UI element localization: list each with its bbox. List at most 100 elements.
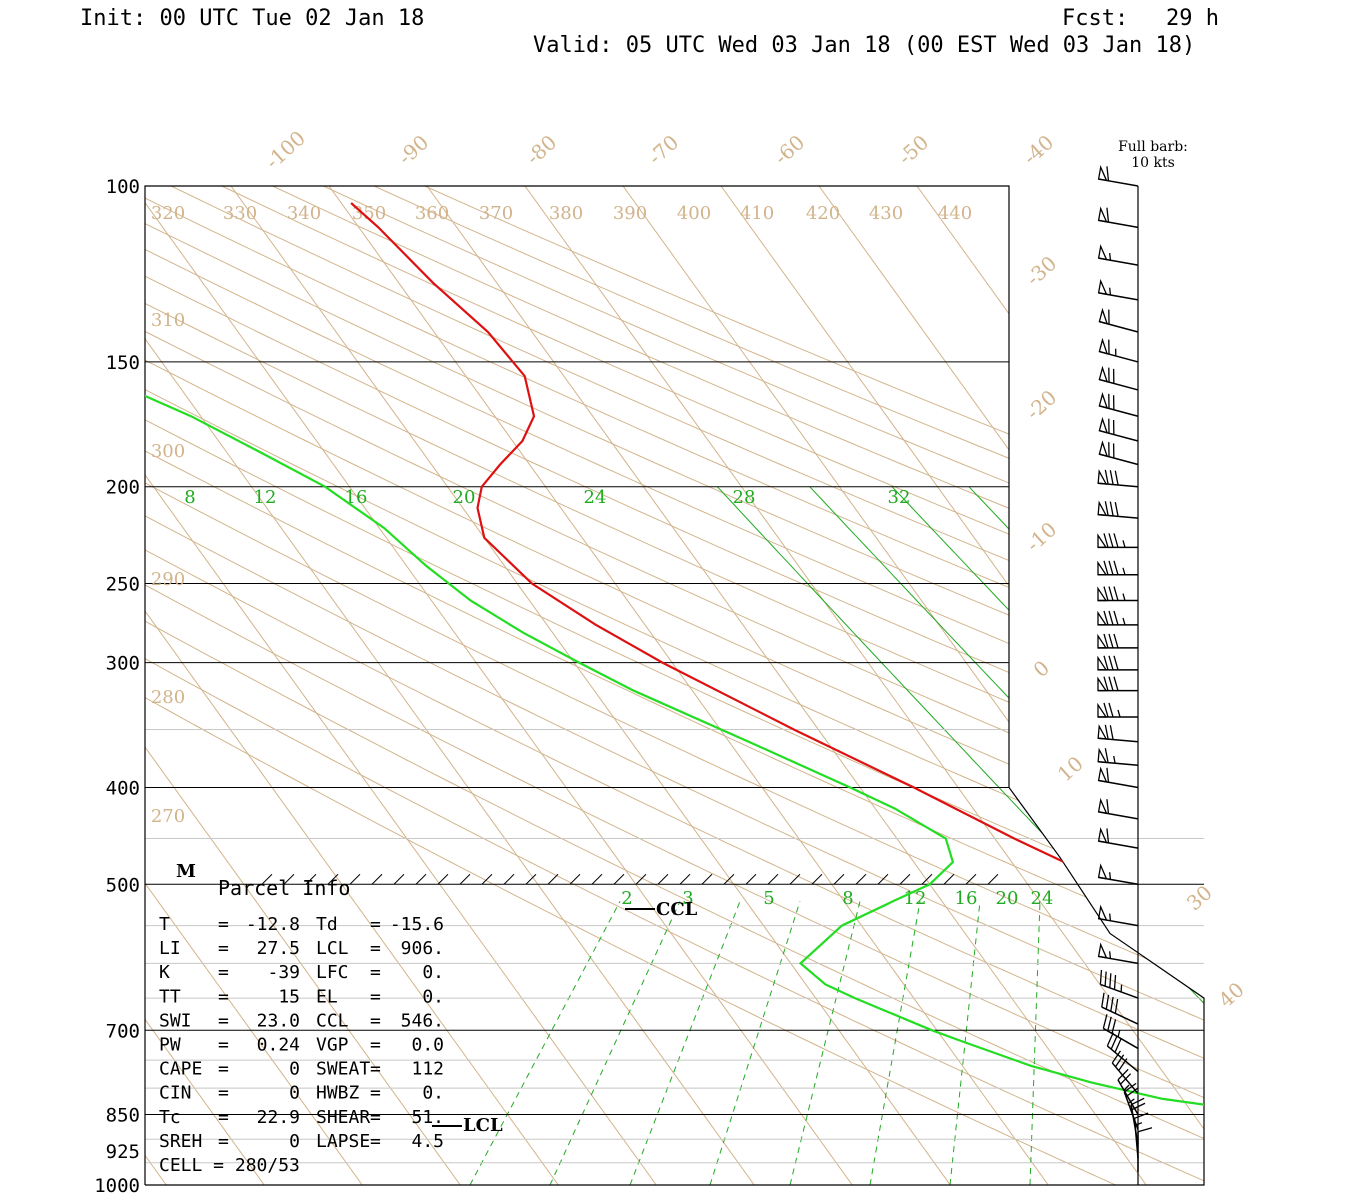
- hatch-mark: [349, 873, 361, 885]
- ccl-marker: CCL: [625, 899, 698, 920]
- pressure-tick-label: 700: [106, 1020, 140, 1042]
- hatch-mark: [635, 873, 647, 885]
- hatch-mark: [437, 873, 449, 885]
- hatch-mark: [459, 873, 471, 885]
- wind-barb: [1097, 533, 1138, 549]
- parcel-info-row: PW = 0.24 VGP = 0.0: [159, 1035, 444, 1056]
- mixing-ratio-label: 16: [955, 888, 978, 909]
- parcel-param-value: -15.6: [390, 914, 444, 935]
- hatch-mark: [261, 873, 273, 885]
- hatch-mark: [745, 873, 757, 885]
- parcel-equals: =: [370, 1107, 381, 1128]
- mixing-ratio-label: 2: [621, 888, 632, 909]
- isotherm-line: [1309, 186, 1350, 1185]
- pressure-tick-label: 500: [106, 874, 140, 896]
- parcel-param-value: 15: [278, 986, 300, 1007]
- isotherm-line: [0, 186, 68, 1185]
- wind-barb: [1097, 633, 1138, 649]
- parcel-param-name: Tc: [159, 1107, 181, 1128]
- mixing-ratio-label: 8: [842, 888, 853, 909]
- isotherm-line: [426, 186, 1147, 1185]
- isotherm-line: [524, 186, 1204, 1185]
- isotherm-label: -70: [643, 130, 683, 169]
- theta-label: 380: [549, 203, 583, 224]
- hatch-mark: [877, 873, 889, 885]
- parcel-param-value: -39: [267, 962, 300, 983]
- wind-barb: [1097, 244, 1139, 266]
- wind-barb: [1097, 586, 1138, 602]
- dry-adiabat-line: [145, 186, 1204, 1185]
- wind-barb: [1097, 747, 1139, 766]
- hatch-mark: [393, 873, 405, 885]
- hatch-mark: [547, 873, 559, 885]
- hatch-mark: [503, 873, 515, 885]
- hatch-mark: [657, 873, 669, 885]
- mixing-ratio-label: 3: [682, 888, 693, 909]
- parcel-param-value: 51.: [411, 1107, 444, 1128]
- dry-adiabat-line: [145, 186, 1204, 1185]
- mixing-ratio-line: [1041, 486, 1204, 1185]
- wind-barb: [1097, 724, 1139, 743]
- parcel-param-name: CIN: [159, 1083, 192, 1104]
- isotherm-label: 0: [1029, 656, 1055, 682]
- background-lines: [0, 186, 1350, 1185]
- wind-barb: [1098, 337, 1139, 363]
- parcel-param-name: SHEAR: [316, 1107, 370, 1128]
- wind-barb: [1098, 440, 1139, 466]
- pressure-tick-label: 850: [106, 1104, 140, 1126]
- parcel-param-name: LAPSE: [316, 1131, 370, 1152]
- theta-label: 280: [151, 687, 185, 708]
- isotherm-line: [916, 186, 1204, 1185]
- parcel-param-name: SWEAT: [316, 1059, 370, 1080]
- parcel-info-row: K = -39 LFC = 0.: [159, 962, 444, 983]
- theta-label: 420: [806, 203, 840, 224]
- parcel-equals: =: [218, 1059, 229, 1080]
- theta-label: 300: [151, 441, 185, 462]
- parcel-param-value: -12.8: [246, 914, 300, 935]
- parcel-param-name: TT: [159, 986, 181, 1007]
- forecast-label: Fcst:: [1062, 6, 1128, 31]
- valid-time: Valid: 05 UTC Wed 03 Jan 18 (00 EST Wed …: [533, 33, 1195, 58]
- isotherm-line: [145, 186, 167, 1185]
- parcel-param-value: 112: [411, 1059, 444, 1080]
- wind-barb: [1098, 307, 1139, 333]
- dry-adiabat-line: [424, 186, 1204, 1185]
- hatch-mark: [415, 873, 427, 885]
- mixing-ratio-line: [1180, 486, 1204, 1185]
- mixing-ratio-label: 24: [1031, 888, 1054, 909]
- mixing-ratio-label: 12: [254, 487, 277, 508]
- parcel-info-title: Parcel Info: [218, 876, 350, 900]
- dry-adiabat-line: [145, 186, 1163, 1185]
- theta-label: 350: [352, 203, 386, 224]
- parcel-equals: =: [218, 1010, 229, 1031]
- hatch-mark: [371, 873, 383, 885]
- hatch-mark: [965, 873, 977, 885]
- wind-barb: [1106, 1032, 1139, 1073]
- parcel-param-value: 906.: [401, 938, 444, 959]
- dry-adiabat-line: [145, 186, 1204, 1185]
- parcel-equals: =: [370, 914, 381, 935]
- wind-barb: [1097, 560, 1138, 576]
- parcel-equals: =: [370, 938, 381, 959]
- parcel-param-name: SWI: [159, 1010, 192, 1031]
- hatch-mark: [327, 873, 339, 885]
- parcel-param-value: 546.: [401, 1010, 444, 1031]
- dry-adiabat-line: [145, 186, 1204, 1185]
- mixing-ratio-label: 5: [763, 888, 774, 909]
- mixing-ratio-line: [1112, 486, 1204, 1185]
- isotherm-line: [1112, 186, 1204, 1185]
- wind-barb: [1097, 766, 1139, 789]
- isotherm-line: [145, 186, 657, 1185]
- parcel-equals: =: [370, 1010, 381, 1031]
- theta-label: 290: [151, 569, 185, 590]
- parcel-equals: =: [218, 1107, 229, 1128]
- wind-barb: [1097, 904, 1139, 927]
- hatch-mark: [987, 873, 999, 885]
- dry-adiabat-line: [145, 186, 1204, 1185]
- theta-label: 410: [740, 203, 774, 224]
- wind-barb: [1097, 165, 1139, 187]
- wind-barb: [1098, 365, 1139, 391]
- hatch-mark: [833, 873, 845, 885]
